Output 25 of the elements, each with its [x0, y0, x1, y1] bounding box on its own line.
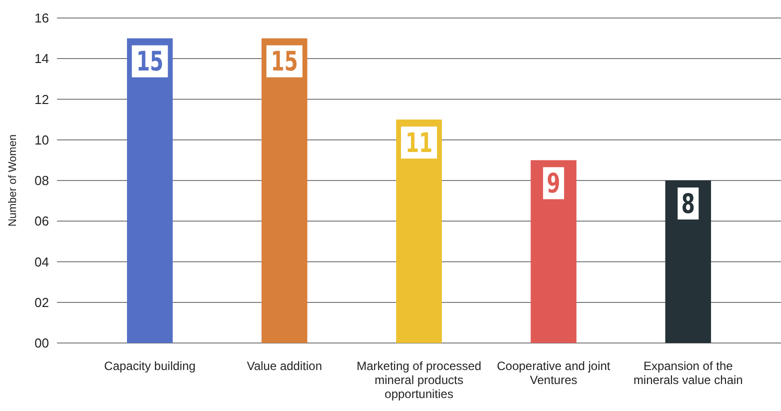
- y-tick-label: 14: [34, 51, 49, 66]
- bar: [262, 38, 308, 343]
- x-tick-label: Capacity building: [104, 359, 196, 373]
- y-tick-label: 00: [34, 336, 49, 350]
- data-label: 9: [546, 167, 560, 200]
- data-label: 8: [681, 187, 695, 220]
- y-tick-label: 04: [34, 254, 49, 270]
- bar: [665, 180, 712, 343]
- y-tick-label: 10: [34, 132, 49, 148]
- y-tick-label: 02: [34, 294, 49, 310]
- bar: [530, 160, 576, 343]
- bar: [126, 38, 173, 343]
- y-tick-label: 06: [34, 214, 49, 229]
- data-label: 15: [270, 45, 298, 78]
- x-tick-label: Cooperative and joint Ventures: [496, 359, 611, 387]
- bar: [396, 120, 442, 343]
- y-tick-label: 16: [34, 10, 49, 26]
- y-tick-label: 12: [34, 92, 49, 107]
- y-tick-label: 08: [34, 173, 49, 188]
- x-tick-label: Expansion of the minerals value chain: [633, 359, 743, 387]
- data-label: 11: [405, 126, 433, 159]
- x-tick-label: Value addition: [246, 359, 322, 373]
- data-label: 15: [136, 45, 164, 78]
- y-axis-title: Number of Women: [7, 134, 19, 227]
- x-tick-label: Marketing of processed mineral products opportunities: [356, 359, 482, 401]
